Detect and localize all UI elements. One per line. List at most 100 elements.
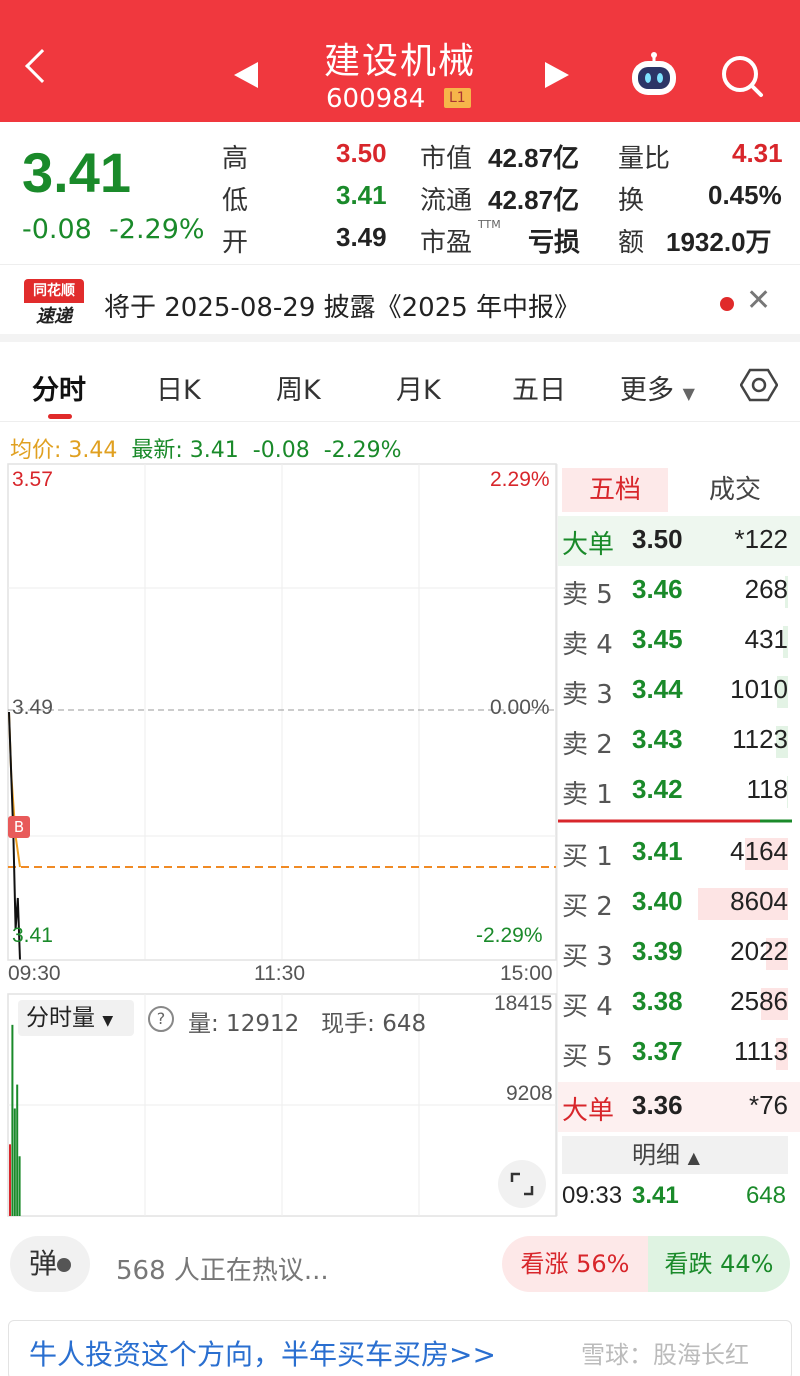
float-value: 42.87亿 — [488, 185, 580, 215]
robot-assistant-icon[interactable] — [628, 52, 680, 98]
news-text[interactable]: 将于 2025-08-29 披露《2025 年中报》 — [104, 293, 581, 323]
depth-bar — [766, 938, 788, 970]
tab-monthly-k[interactable]: 月K — [396, 375, 441, 406]
tab-five-day[interactable]: 五日 — [512, 375, 566, 406]
bid-row[interactable]: 买 4 3.38 2586 — [558, 978, 800, 1028]
volume-axis-max: 18415 — [494, 992, 553, 1015]
pe-value: 亏损 — [528, 227, 581, 257]
price-change: -0.08 -2.29% — [22, 214, 205, 245]
big-sell-row: 大单 3.50 *122 — [558, 516, 800, 566]
settings-hex-icon[interactable] — [740, 366, 778, 404]
ask-price: 3.44 — [632, 674, 683, 704]
app-header: 建设机械 600984 L1 — [0, 0, 800, 122]
detail-toggle[interactable]: 明细 ▲ — [562, 1136, 788, 1174]
bid-vol: 4164 — [730, 836, 788, 866]
tab-five-levels[interactable]: 五档 — [562, 468, 668, 512]
ask-row[interactable]: 卖 3 3.44 1010 — [558, 666, 800, 716]
latest-change: -0.08 — [252, 438, 310, 463]
mktcap-value: 42.87亿 — [488, 143, 580, 173]
volume-total: 量: 12912 现手: 648 — [188, 1004, 426, 1038]
chevron-down-icon: ▼ — [102, 1013, 114, 1029]
volume-bar — [16, 1084, 19, 1216]
big-buy-label: 大单 — [562, 1096, 615, 1126]
bid-label: 买 4 — [562, 992, 613, 1022]
volume-bars — [9, 1024, 21, 1216]
discussion-count[interactable]: 568 人正在热议... — [116, 1256, 329, 1286]
float-label: 流通 — [420, 186, 473, 216]
ask-row[interactable]: 卖 2 3.43 1123 — [558, 716, 800, 766]
pe-label: 市盈 — [420, 228, 473, 258]
pe-ttm-suffix: TTM — [478, 218, 501, 231]
avg-price: 均价: 3.44 — [10, 438, 118, 463]
news-bar[interactable]: 同花顺 速递 将于 2025-08-29 披露《2025 年中报》 ✕ — [0, 264, 800, 342]
bid-row[interactable]: 买 3 3.39 2022 — [558, 928, 800, 978]
low-value: 3.41 — [336, 180, 387, 210]
time-axis-open: 09:30 — [8, 962, 61, 985]
promo-banner[interactable]: 牛人投资这个方向，半年买车买房>> 雪球：股海长红 — [8, 1320, 792, 1376]
tab-trades[interactable]: 成交 — [708, 475, 761, 505]
big-buy-price: 3.36 — [632, 1090, 683, 1120]
big-sell-label: 大单 — [562, 530, 615, 560]
next-stock-icon[interactable] — [545, 62, 569, 88]
big-buy-vol: *76 — [748, 1090, 788, 1120]
high-value: 3.50 — [336, 138, 387, 168]
tab-daily-k[interactable]: 日K — [156, 375, 201, 406]
tab-weekly-k[interactable]: 周K — [276, 375, 321, 406]
ask-row[interactable]: 卖 1 3.42 118 — [558, 766, 800, 816]
ths-logo-bottom: 速递 — [36, 306, 72, 327]
chart-svg[interactable] — [0, 460, 800, 1220]
bid-price: 3.39 — [632, 936, 683, 966]
ask-price: 3.45 — [632, 624, 683, 654]
volume-indicator-select[interactable]: 分时量 ▼ — [18, 1000, 134, 1036]
tab-intraday[interactable]: 分时 — [32, 375, 86, 406]
ask-label: 卖 4 — [562, 630, 613, 660]
big-sell-price: 3.50 — [632, 524, 683, 554]
change-value: -0.08 — [22, 214, 92, 245]
pct-axis-top: 2.29% — [490, 468, 550, 491]
expand-icon — [510, 1172, 534, 1196]
fullscreen-button[interactable] — [498, 1160, 546, 1208]
volume-now: 现手: 648 — [321, 1011, 427, 1037]
unread-dot-icon — [720, 297, 734, 311]
minus-badge-icon — [57, 1258, 71, 1272]
ths-logo: 同花顺 速递 — [24, 279, 84, 331]
volratio-label: 量比 — [618, 144, 671, 174]
chevron-down-icon: ▼ — [682, 384, 695, 403]
volume-indicator-label: 分时量 — [26, 1005, 95, 1031]
bid-label: 买 5 — [562, 1042, 613, 1072]
close-icon[interactable]: ✕ — [746, 283, 772, 318]
bid-row[interactable]: 买 1 3.41 4164 — [558, 828, 800, 878]
bearish-vote-button[interactable]: 看跌 44% — [648, 1236, 790, 1292]
bid-row[interactable]: 买 2 3.40 8604 — [558, 878, 800, 928]
mktcap-label: 市值 — [420, 144, 473, 174]
bid-row[interactable]: 买 5 3.37 1113 — [558, 1028, 800, 1078]
ask-row[interactable]: 卖 4 3.45 431 — [558, 616, 800, 666]
prev-stock-icon[interactable] — [234, 62, 258, 88]
detail-label: 明细 — [632, 1141, 680, 1169]
depth-bar — [776, 1038, 788, 1070]
latest-price: 最新: 3.41 — [131, 438, 239, 463]
ask-vol: 431 — [744, 624, 788, 654]
buy-marker[interactable]: B — [8, 816, 30, 838]
tab-more[interactable]: 更多 ▼ — [620, 368, 695, 407]
help-icon[interactable]: ? — [148, 1006, 174, 1032]
back-icon[interactable] — [25, 49, 59, 83]
promo-text[interactable]: 牛人投资这个方向，半年买车买房>> — [29, 1338, 496, 1371]
stock-name: 建设机械 — [323, 41, 476, 82]
price-series-line — [8, 711, 21, 961]
intraday-chart-area: 3.57 3.49 3.41 2.29% 0.00% -2.29% B 09:3… — [0, 460, 800, 1220]
bid-price: 3.41 — [632, 836, 683, 866]
ask-vol: 1010 — [730, 674, 788, 704]
ask-price: 3.46 — [632, 574, 683, 604]
amount-value: 1932.0万 — [666, 227, 772, 257]
depth-bar — [785, 576, 788, 608]
ask-vol: 268 — [744, 574, 788, 604]
tick-price: 3.41 — [632, 1182, 679, 1209]
ask-row[interactable]: 卖 5 3.46 268 — [558, 566, 800, 616]
ask-price: 3.43 — [632, 724, 683, 754]
search-icon[interactable] — [720, 54, 764, 98]
ask-label: 卖 1 — [562, 780, 613, 810]
danmaku-button[interactable]: 弹 — [10, 1236, 90, 1292]
ask-label: 卖 5 — [562, 580, 613, 610]
bullish-vote-button[interactable]: 看涨 56% — [502, 1236, 648, 1292]
